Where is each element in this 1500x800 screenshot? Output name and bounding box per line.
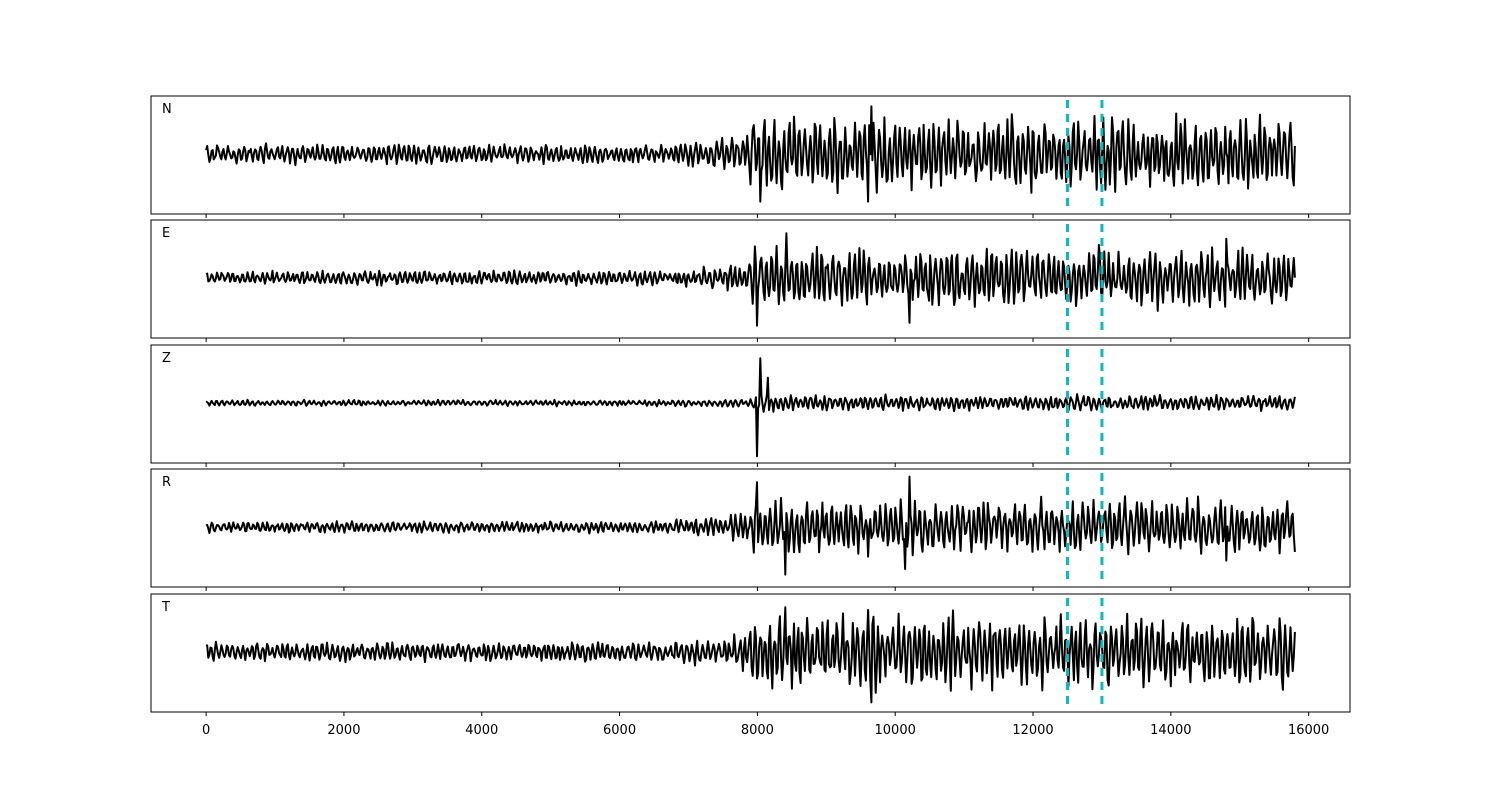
x-tick-label: 4000 (465, 723, 498, 738)
x-tick-label: 16000 (1288, 723, 1329, 738)
trace-r (205, 475, 1296, 576)
trace-z (205, 357, 1296, 458)
panel-label: R (162, 475, 171, 490)
panel-label: Z (162, 351, 171, 366)
panels-group: N E Z R T (150, 95, 1351, 716)
panel-frame (150, 344, 1351, 464)
x-tick-label: 12000 (1012, 723, 1053, 738)
panel-frame (150, 593, 1351, 713)
panel-n: N (150, 95, 1351, 218)
panel-label: N (162, 102, 172, 117)
panel-frame (150, 468, 1351, 588)
x-axis: 0 2000 4000 6000 8000 10000 12000 14000 16000 (202, 723, 1329, 738)
x-tick-label: 2000 (327, 723, 360, 738)
trace-t (205, 606, 1296, 704)
x-tick-label: 8000 (741, 723, 774, 738)
panel-label: E (162, 226, 170, 241)
x-tick-label: 10000 (875, 723, 916, 738)
panel-z: Z (150, 344, 1351, 467)
x-tick-label: 6000 (603, 723, 636, 738)
trace-e (205, 232, 1296, 327)
panel-label: T (161, 600, 170, 615)
panel-frame (150, 219, 1351, 339)
panel-r: R (150, 468, 1351, 591)
trace-n (205, 105, 1296, 203)
panel-frame (150, 95, 1351, 215)
x-tick-label: 14000 (1150, 723, 1191, 738)
x-tick-label: 0 (202, 723, 210, 738)
panel-t: T (150, 593, 1351, 716)
panel-e: E (150, 219, 1351, 342)
